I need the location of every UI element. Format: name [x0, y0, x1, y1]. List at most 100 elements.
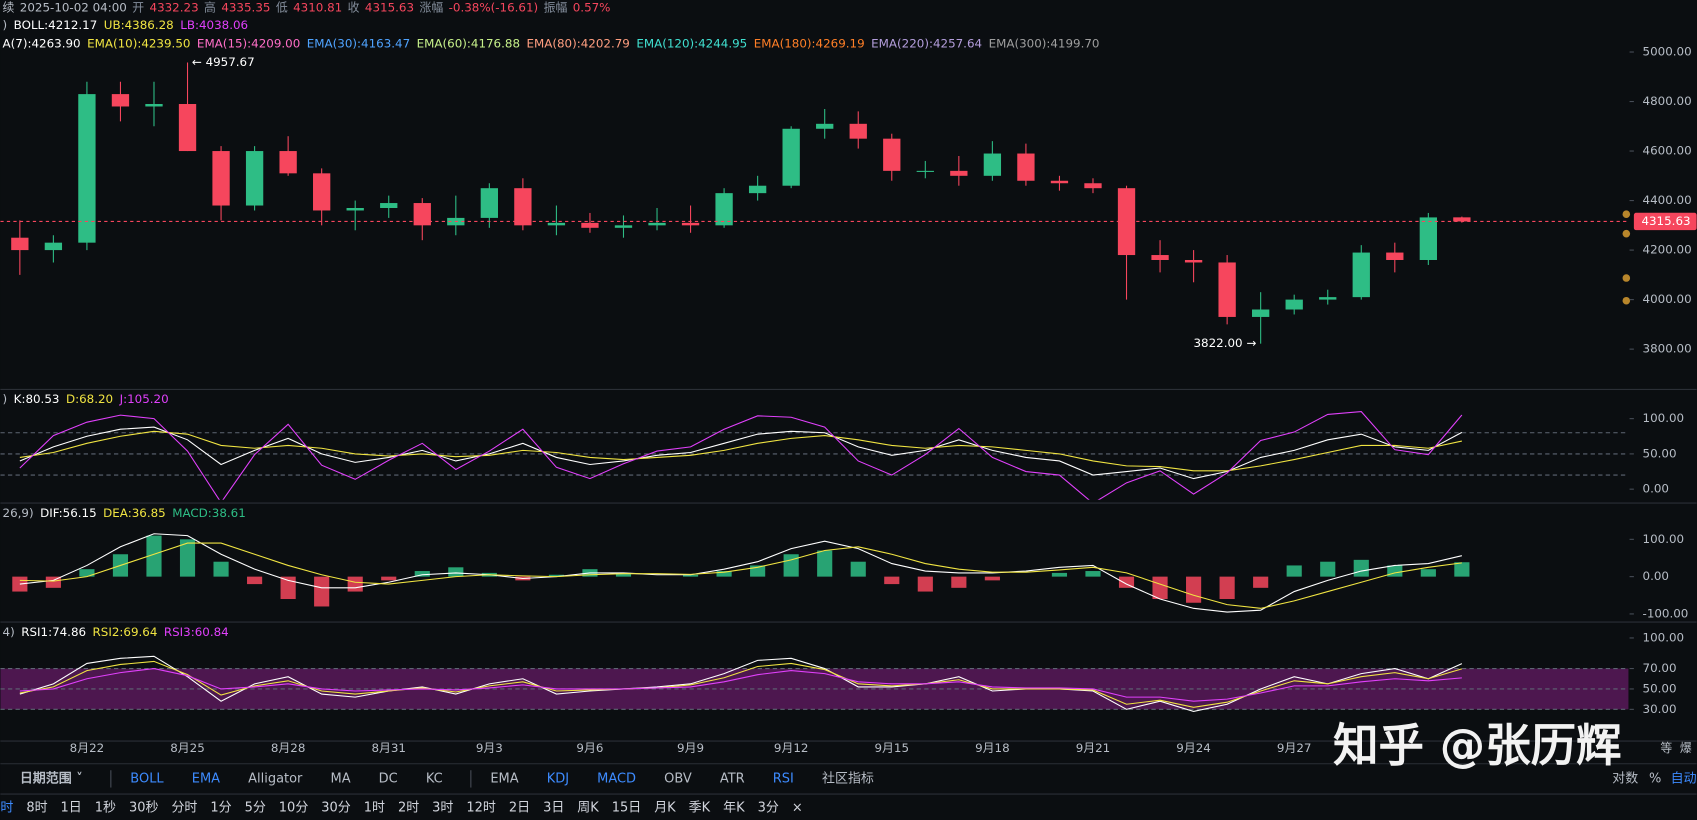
interval-item[interactable]: 30秒: [129, 801, 159, 816]
legend-item: J:105.20: [119, 392, 169, 406]
y-tick-label: 100.00: [1643, 532, 1685, 546]
y-tick-label: 50.00: [1643, 446, 1677, 460]
indicator-line: [19, 542, 1462, 609]
toolbar-item[interactable]: Alligator: [248, 771, 303, 786]
interval-item[interactable]: 1日: [61, 801, 82, 816]
macd-bar: [381, 576, 397, 581]
candle-body: [547, 222, 566, 226]
x-tick-label: 8月25: [170, 741, 205, 755]
legend-item: ): [3, 17, 8, 31]
candle-body: [816, 123, 834, 129]
pane-separators: [0, 388, 1697, 742]
interval-item[interactable]: 5分: [245, 801, 266, 816]
interval-item[interactable]: 季K: [689, 801, 711, 816]
candle-body: [1050, 180, 1069, 184]
corner-text: 等: [1660, 741, 1672, 755]
header-segment: 涨幅: [419, 0, 443, 14]
toolbar-item[interactable]: ATR: [720, 771, 745, 786]
toolbar-item[interactable]: OBV: [664, 771, 692, 786]
candle-body: [1319, 297, 1337, 300]
legend-item: DIF:56.15: [40, 505, 97, 519]
extreme-annotation: 3822.00 →: [1193, 336, 1256, 350]
macd-bar: [45, 576, 61, 588]
candle-body: [983, 153, 1002, 176]
macd-bar: [1320, 561, 1336, 577]
interval-item[interactable]: 10分: [279, 801, 309, 816]
candle-body: [78, 94, 96, 243]
interval-item[interactable]: 8时: [26, 801, 47, 816]
candle-body: [1419, 217, 1437, 260]
toolbar-item[interactable]: MA: [331, 771, 351, 786]
candle-body: [849, 123, 867, 139]
toolbar-item[interactable]: KDJ: [547, 771, 569, 786]
x-tick-label: 9月9: [677, 741, 704, 755]
kdj-pane: [0, 411, 1629, 500]
header-segment: 续: [3, 0, 15, 14]
toolbar-item[interactable]: RSI: [773, 771, 794, 786]
interval-item[interactable]: 1分: [210, 801, 231, 816]
interval-item[interactable]: 分时: [171, 801, 197, 816]
legend-item: BOLL:4212.17: [14, 17, 98, 31]
legend-item: EMA(220):4257.64: [871, 36, 982, 50]
toolbar-right-item[interactable]: 对数: [1612, 771, 1638, 786]
toolbar-right-item[interactable]: %: [1649, 771, 1661, 786]
candle-body: [1151, 255, 1169, 260]
legend-prefix: 4): [3, 624, 15, 638]
toolbar-item[interactable]: 日期范围 ˅: [20, 770, 83, 786]
toolbar-item[interactable]: EMA: [490, 771, 518, 786]
toolbar-item[interactable]: KC: [426, 771, 443, 786]
macd-bar: [783, 554, 799, 577]
interval-item[interactable]: 2时: [398, 801, 419, 816]
toolbar-item[interactable]: MACD: [597, 771, 636, 786]
candle-body: [212, 151, 230, 206]
x-tick-label: 9月24: [1176, 741, 1211, 755]
alert-dot: [1622, 229, 1631, 238]
y-tick-label: 50.00: [1643, 681, 1677, 695]
interval-item[interactable]: 3日: [543, 801, 564, 816]
interval-item[interactable]: 15日: [612, 801, 641, 816]
interval-item[interactable]: ×: [792, 801, 803, 816]
candle-body: [514, 188, 532, 226]
macd-bar: [850, 561, 866, 577]
interval-item[interactable]: 时: [0, 801, 13, 816]
legend-item: EMA(120):4244.95: [636, 36, 747, 50]
candle-body: [1252, 309, 1270, 317]
x-tick-label: 9月15: [874, 741, 909, 755]
interval-item[interactable]: 年K: [723, 801, 745, 816]
alert-dot: [1622, 274, 1631, 282]
interval-item[interactable]: 3时: [432, 801, 453, 816]
macd-bar: [146, 535, 162, 577]
interval-item[interactable]: 1时: [364, 801, 385, 816]
interval-item[interactable]: 1秒: [95, 801, 116, 816]
macd-bar: [1219, 576, 1235, 600]
legend-item: RSI2:69.64: [93, 624, 158, 638]
indicator-line: [19, 655, 1463, 712]
interval-item[interactable]: 12时: [466, 801, 496, 816]
x-tick-label: 8月31: [371, 741, 406, 755]
legend-item: EMA(180):4269.19: [754, 36, 865, 50]
macd-bar: [179, 539, 196, 577]
header-segment: 4332.23: [150, 0, 199, 14]
macd-bar: [1253, 576, 1269, 588]
macd-bar: [347, 576, 363, 592]
alert-dots: [1622, 210, 1631, 305]
interval-item[interactable]: 30分: [321, 801, 351, 816]
toolbar-right-item[interactable]: 自动: [1671, 771, 1697, 786]
toolbar-item[interactable]: DC: [379, 771, 398, 786]
interval-item[interactable]: 周K: [577, 801, 599, 816]
toolbar-item[interactable]: EMA: [192, 771, 220, 786]
interval-item[interactable]: 2日: [509, 801, 530, 816]
legend-item: LB:4038.06: [180, 17, 248, 31]
header-segment: 收: [348, 0, 360, 14]
x-tick-label: 9月21: [1076, 741, 1111, 755]
interval-item[interactable]: 3分: [758, 801, 779, 816]
toolbar-item[interactable]: 社区指标: [822, 770, 874, 786]
macd-bar: [414, 571, 430, 577]
toolbar-item[interactable]: BOLL: [130, 771, 164, 786]
legend-prefix: 26,9): [3, 505, 34, 519]
candle-body: [1218, 262, 1236, 317]
interval-item[interactable]: 月K: [654, 801, 676, 816]
legend-item: EMA(15):4209.00: [197, 36, 300, 50]
macd-bar: [1454, 562, 1470, 577]
